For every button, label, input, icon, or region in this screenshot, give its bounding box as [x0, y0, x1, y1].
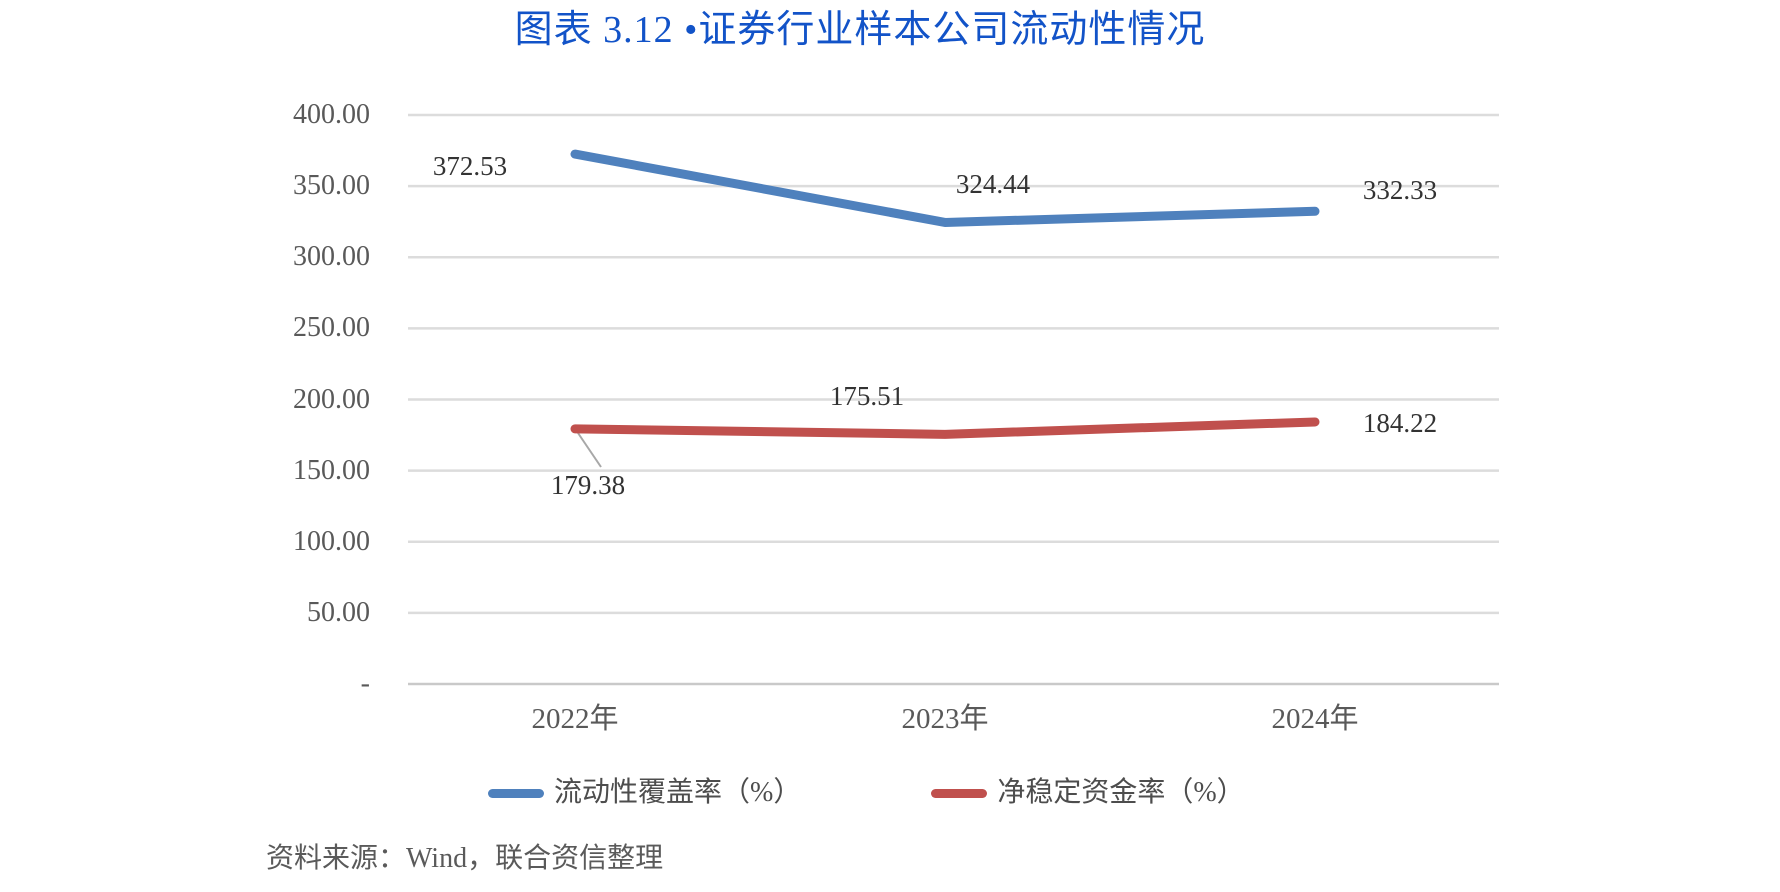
label-leader-line	[577, 432, 602, 468]
y-tick-label: 300.00	[293, 241, 370, 273]
legend-line-swatch	[488, 788, 544, 798]
y-tick-label: 350.00	[293, 170, 370, 202]
y-tick-label: 150.00	[293, 454, 370, 486]
legend-label: 流动性覆盖率（%）	[554, 777, 802, 808]
data-label: 332.33	[1362, 175, 1438, 205]
legend-item-1: 净稳定资金率（%）	[931, 776, 1245, 810]
series-line-1	[570, 417, 1320, 439]
series-line-0	[570, 149, 1320, 227]
legend: 流动性覆盖率（%） 净稳定资金率（%）	[488, 776, 1245, 810]
data-label: 324.44	[955, 169, 1031, 199]
x-category-label: 2022年	[531, 703, 619, 735]
chart-title: 图表 3.12 •证券行业样本公司流动性情况	[514, 9, 1206, 51]
y-tick-label: 100.00	[293, 525, 370, 557]
data-label: 184.22	[1362, 408, 1438, 438]
legend-item-0: 流动性覆盖率（%）	[488, 776, 801, 810]
x-category-label: 2023年	[901, 703, 989, 735]
y-tick-label: 250.00	[293, 312, 370, 344]
source-note: 资料来源：Wind，联合资信整理	[266, 843, 664, 874]
legend-label: 净稳定资金率（%）	[997, 777, 1245, 808]
y-tick-label: 50.00	[307, 596, 370, 628]
y-tick-label: 400.00	[293, 99, 370, 130]
data-label: 179.38	[550, 470, 626, 500]
legend-line-swatch	[931, 788, 988, 798]
x-category-label: 2024年	[1271, 703, 1359, 735]
data-label: 175.51	[829, 381, 905, 411]
data-label: 372.53	[432, 151, 508, 181]
y-tick-label: -	[360, 668, 370, 699]
y-tick-label: 200.00	[293, 383, 370, 415]
